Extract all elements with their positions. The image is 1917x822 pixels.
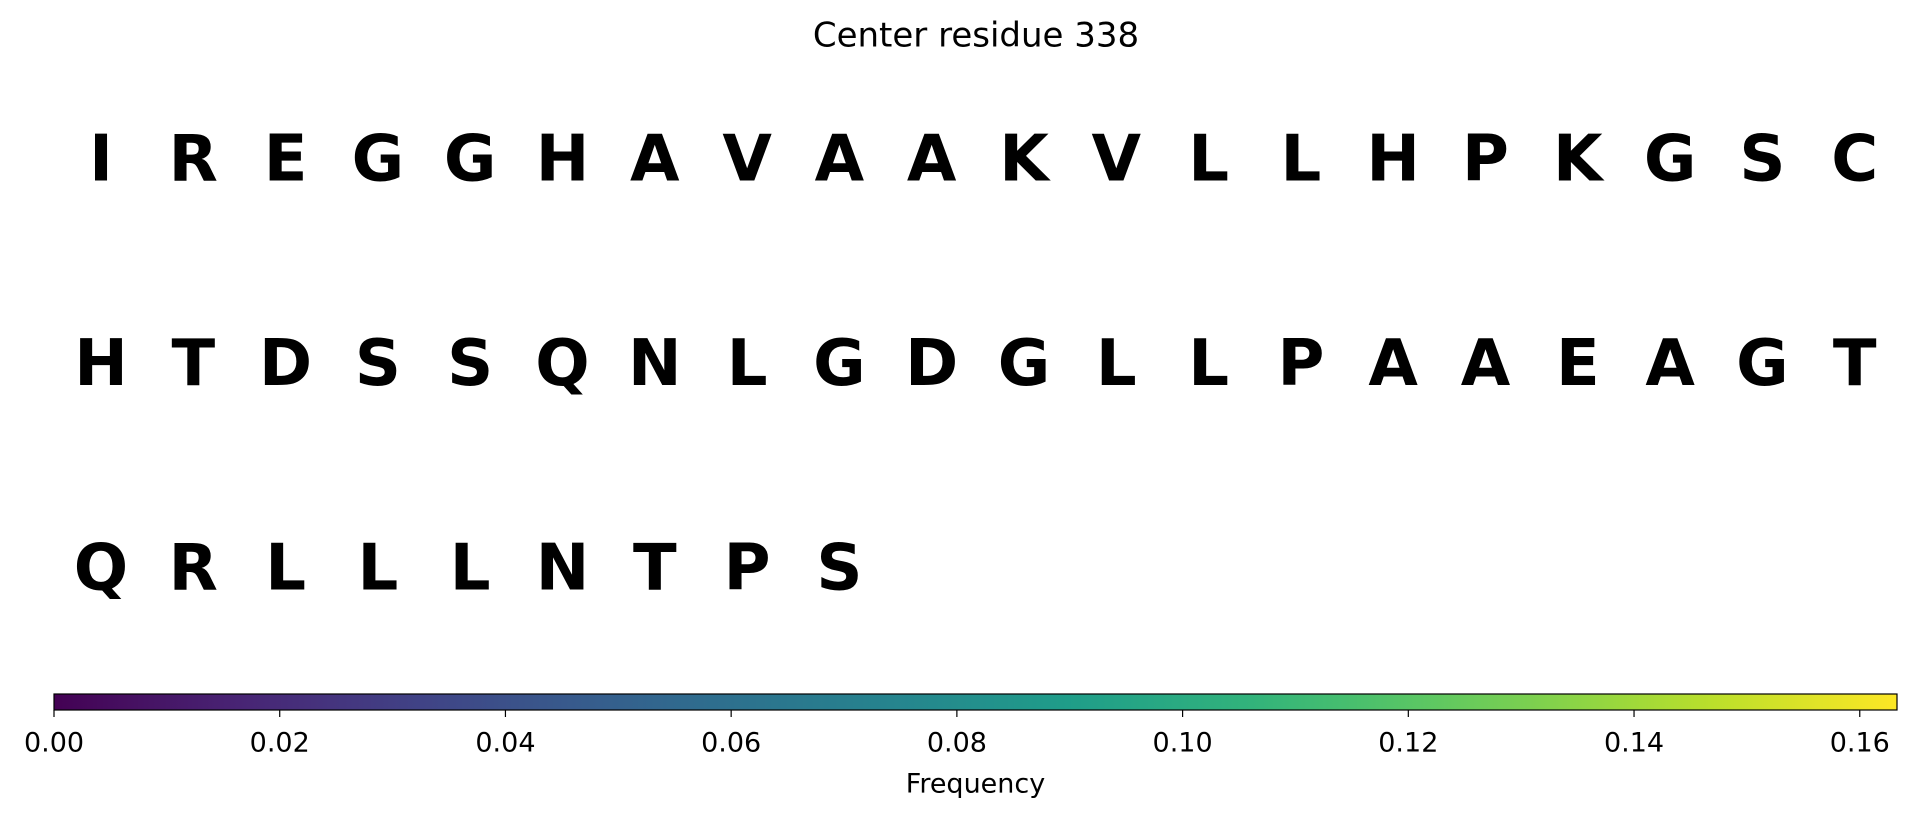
residue-letter: G [1736, 327, 1789, 401]
residue-letter: A [630, 123, 680, 197]
residue-letter: H [536, 123, 590, 197]
residue-letter: A [1461, 327, 1511, 401]
colorbar-tick-label: 0.02 [250, 728, 310, 759]
colorbar-tick-label: 0.00 [24, 728, 84, 759]
colorbar-tick-label: 0.16 [1830, 728, 1890, 759]
residue-letter: S [816, 532, 862, 606]
residue-letter: Q [74, 532, 128, 606]
residue-letter: L [1188, 327, 1229, 401]
residue-letter: H [1366, 123, 1420, 197]
residue-letter: T [1833, 327, 1877, 401]
residue-letter: T [633, 532, 677, 606]
residue-letter: G [352, 123, 405, 197]
residue-letter: N [536, 532, 590, 606]
colorbar-tick-label: 0.12 [1378, 728, 1438, 759]
residue-letter: I [89, 123, 113, 197]
colorbar-label: Frequency [906, 769, 1046, 800]
residue-letter: L [1096, 327, 1137, 401]
residue-letter: E [264, 123, 308, 197]
residue-letter: R [169, 123, 218, 197]
residue-letter: V [1092, 123, 1142, 197]
residue-letter: S [355, 327, 401, 401]
residue-letter: V [722, 123, 772, 197]
residue-letter: N [628, 327, 682, 401]
residue-letter: L [727, 327, 768, 401]
residue-letter: R [169, 532, 218, 606]
residue-letter: G [444, 123, 497, 197]
residue-letter: L [1281, 123, 1322, 197]
residue-letter: D [905, 327, 958, 401]
residue-letter: K [1553, 123, 1605, 197]
residue-letter: P [724, 532, 771, 606]
colorbar-tick-label: 0.04 [475, 728, 535, 759]
residue-letter: S [447, 327, 493, 401]
residue-letter: G [813, 327, 866, 401]
colorbar-tick-label: 0.10 [1153, 728, 1213, 759]
residue-letter: G [1644, 123, 1697, 197]
residue-letter: A [1645, 327, 1695, 401]
colorbar-tick-label: 0.14 [1604, 728, 1664, 759]
colorbar [53, 693, 1898, 711]
residue-letter: A [815, 123, 865, 197]
colorbar-tick-label: 0.08 [927, 728, 987, 759]
residue-letter: A [907, 123, 957, 197]
residue-letter: L [358, 532, 399, 606]
residue-letter: D [259, 327, 312, 401]
residue-letter: A [1368, 327, 1418, 401]
residue-letter: L [1188, 123, 1229, 197]
residue-letter: L [265, 532, 306, 606]
residue-letter: C [1831, 123, 1878, 197]
residue-letter: P [1277, 327, 1324, 401]
residue-letter: P [1462, 123, 1509, 197]
residue-letter: Q [535, 327, 589, 401]
colorbar-tick-label: 0.06 [701, 728, 761, 759]
residue-letter: K [999, 123, 1051, 197]
residue-letter: S [1739, 123, 1785, 197]
residue-letter: T [171, 327, 215, 401]
residue-letter: E [1556, 327, 1600, 401]
chart-title: Center residue 338 [813, 16, 1139, 56]
residue-letter: G [998, 327, 1051, 401]
residue-letter: H [74, 327, 128, 401]
residue-letter: L [450, 532, 491, 606]
